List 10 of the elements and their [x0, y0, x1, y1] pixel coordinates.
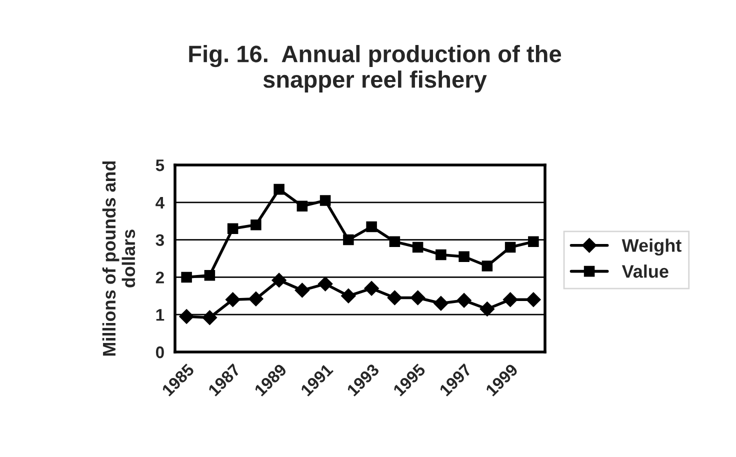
y-tick-label: 1	[156, 309, 164, 321]
y-tick-label: 0	[156, 346, 164, 358]
y-tick-label: 2	[156, 272, 164, 284]
y-axis-title: Millions of pounds and dollars	[102, 161, 136, 356]
y-tick-label: 5	[156, 160, 164, 172]
y-tick-label: 3	[156, 234, 164, 246]
chart-title: Fig. 16. Annual production of the snapper reel fishery	[189, 45, 562, 93]
legend-label: Weight	[622, 238, 682, 256]
legend-label: Value	[622, 264, 668, 278]
y-tick-label: 4	[156, 196, 164, 208]
